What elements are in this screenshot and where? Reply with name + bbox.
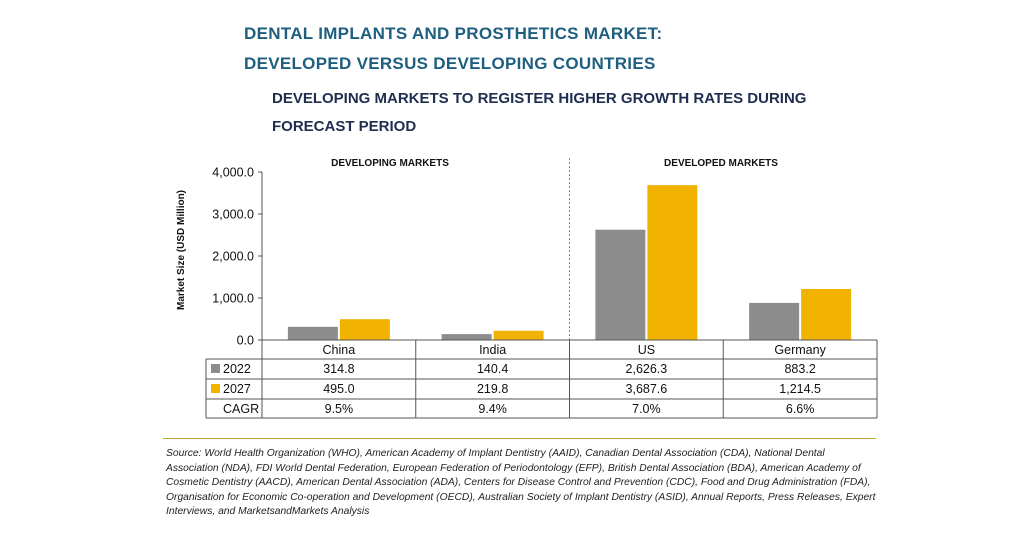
y-tick-label: 2,000.0 (212, 250, 254, 264)
bar-2027-us (647, 185, 698, 340)
category-label-us: US (638, 343, 655, 357)
category-label-germany: Germany (774, 343, 826, 357)
data-label-2022-us: 2,626.3 (626, 362, 668, 376)
data-label-2027-germany: 1,214.5 (779, 382, 821, 396)
bar-2022-us (595, 229, 646, 340)
bar-2022-germany (749, 302, 800, 340)
data-label-2027-us: 3,687.6 (626, 382, 668, 396)
chart-subtitle-line1: DEVELOPING MARKETS TO REGISTER HIGHER GR… (272, 90, 807, 107)
data-label-2027-india: 219.8 (477, 382, 508, 396)
bar-2027-india (493, 330, 544, 340)
y-axis-title: Market Size (USD Million) (176, 190, 187, 310)
legend-swatch-2022 (211, 364, 220, 373)
y-tick-label: 4,000.0 (212, 166, 254, 180)
category-label-china: China (323, 343, 356, 357)
legend-label-2022: 2022 (223, 362, 251, 376)
cagr-value-germany: 6.6% (786, 402, 815, 416)
bar-2022-china (287, 326, 338, 340)
chart-title-line1: DENTAL IMPLANTS AND PROSTHETICS MARKET: (244, 24, 663, 43)
bar-chart: 0.0 1,000.0 2,000.0 3,000.0 4,000.0 Market Si… (176, 158, 878, 419)
y-tick-label: 1,000.0 (212, 292, 254, 306)
source-divider (163, 438, 876, 439)
data-label-2022-germany: 883.2 (784, 362, 815, 376)
data-label-2022-india: 140.4 (477, 362, 508, 376)
legend-swatch-2027 (211, 384, 220, 393)
cagr-row-label: CAGR (223, 402, 259, 416)
bar-2027-china (339, 319, 390, 340)
data-label-2027-china: 495.0 (323, 382, 354, 396)
cagr-value-india: 9.4% (478, 402, 507, 416)
group-label-developed: DEVELOPED MARKETS (664, 158, 778, 169)
cagr-value-china: 9.5% (325, 402, 354, 416)
chart-subtitle-line2: FORECAST PERIOD (272, 118, 417, 135)
legend-label-2027: 2027 (223, 382, 251, 396)
bar-2022-india (441, 334, 492, 340)
cagr-value-us: 7.0% (632, 402, 661, 416)
chart-title-line2: DEVELOPED VERSUS DEVELOPING COUNTRIES (244, 54, 656, 73)
y-tick-label: 3,000.0 (212, 208, 254, 222)
y-tick-label: 0.0 (237, 334, 254, 348)
data-label-2022-china: 314.8 (323, 362, 354, 376)
category-label-india: India (479, 343, 506, 357)
source-note: Source: World Health Organization (WHO),… (166, 448, 876, 517)
bar-2027-germany (801, 288, 852, 340)
group-label-developing: DEVELOPING MARKETS (331, 158, 449, 169)
